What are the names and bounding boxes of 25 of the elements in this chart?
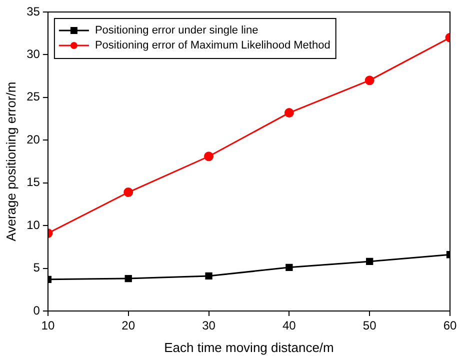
point	[284, 108, 294, 118]
x-tick-label: 30	[202, 318, 216, 333]
y-tick-label: 30	[26, 47, 40, 62]
point	[124, 274, 132, 282]
y-tick-label: 0	[33, 303, 40, 318]
y-tick-label: 15	[26, 175, 40, 190]
point	[124, 188, 134, 198]
point	[366, 258, 374, 266]
point	[205, 272, 212, 280]
y-tick-label: 35	[26, 4, 40, 18]
x-tick-label: 40	[282, 318, 296, 333]
y-tick-label: 25	[26, 90, 40, 104]
x-axis-title: Each time moving distance/m	[164, 340, 334, 355]
x-tick-label: 20	[122, 318, 136, 333]
y-tick-label: 10	[26, 218, 40, 232]
point	[204, 152, 214, 162]
y-tick-label: 20	[26, 132, 40, 146]
legend-label: Positioning error of Maximum Likelihood Method	[94, 40, 330, 52]
legend-label: Positioning error under single line	[94, 24, 258, 37]
point	[364, 76, 374, 86]
x-tick-label: 50	[362, 318, 377, 333]
y-axis-title: Average positioning error/m	[3, 82, 18, 242]
point	[286, 264, 293, 272]
x-tick-label: 60	[443, 318, 457, 333]
y-tick-label: 5	[33, 260, 40, 275]
